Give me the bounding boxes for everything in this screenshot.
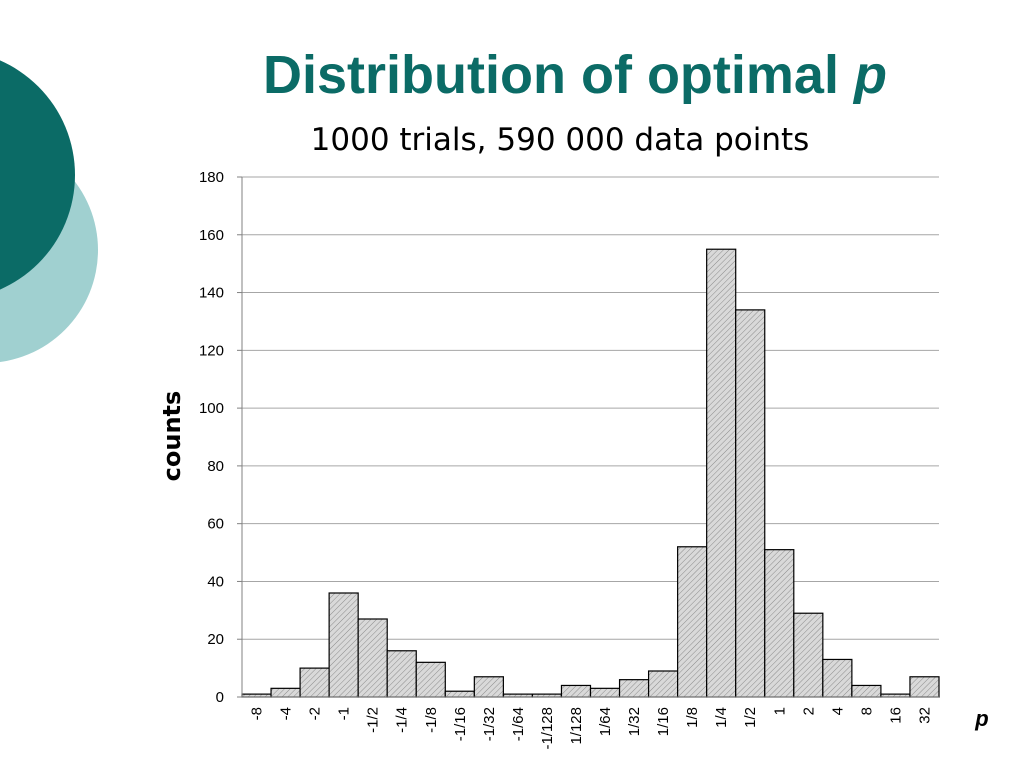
- bar: [415, 661, 446, 698]
- x-tick-label: -1/4: [394, 707, 411, 733]
- x-tick-label: 4: [829, 707, 846, 715]
- x-axis-label: p: [974, 706, 988, 731]
- x-tick-label: -1/2: [365, 707, 382, 733]
- x-tick-label: 1/16: [655, 707, 672, 736]
- bar: [706, 248, 737, 698]
- dark-teal-circle: [0, 60, 75, 290]
- bar: [909, 676, 940, 698]
- y-tick-label: 40: [207, 573, 224, 590]
- x-tick-label: 32: [916, 707, 933, 724]
- x-tick-label: -1/128: [539, 707, 556, 750]
- y-tick-labels: 0 20 40 60 80 100 120 140 160 180: [199, 169, 242, 706]
- bar: [793, 612, 824, 698]
- bar: [270, 687, 301, 698]
- bar: [851, 684, 882, 698]
- y-axis-label: counts: [158, 391, 186, 482]
- x-tick-label: 2: [800, 707, 817, 715]
- x-tick-label: 8: [858, 707, 875, 715]
- x-tick-label: -4: [278, 707, 295, 720]
- x-tick-label: -8: [249, 707, 266, 720]
- axes: [241, 177, 939, 698]
- bar: [328, 592, 359, 698]
- bar: [444, 690, 475, 698]
- x-tick-label: 1/32: [626, 707, 643, 736]
- gridlines: [242, 176, 939, 640]
- x-tick-label: -1/32: [481, 707, 498, 741]
- x-tick-label: -1/64: [510, 707, 527, 741]
- bar: [386, 650, 417, 698]
- x-tick-label: -2: [307, 707, 324, 720]
- x-tick-label: -1: [336, 707, 353, 720]
- x-tick-label: 1/64: [597, 707, 614, 736]
- y-tick-label: 160: [199, 227, 224, 244]
- bar: [764, 549, 795, 698]
- bar: [618, 679, 650, 698]
- y-tick-label: 100: [199, 400, 224, 417]
- bar: [647, 670, 679, 698]
- bars: [241, 248, 940, 698]
- x-tick-label: 1/2: [742, 707, 759, 728]
- x-tick-label: -1/16: [452, 707, 469, 741]
- bar: [735, 309, 766, 698]
- slide-subtitle: 1000 trials, 590 000 data points: [310, 122, 810, 158]
- bar: [357, 618, 388, 698]
- y-tick-label: 0: [216, 689, 224, 706]
- bar: [473, 676, 504, 698]
- x-tick-label: 1/4: [713, 707, 730, 728]
- bar: [589, 687, 621, 698]
- decorative-circles: [0, 60, 98, 362]
- title-variable: p: [853, 45, 887, 105]
- x-tick-label: 1/128: [568, 707, 585, 745]
- y-tick-label: 60: [207, 516, 224, 533]
- y-tick-label: 140: [199, 285, 224, 302]
- bar: [677, 546, 708, 698]
- y-tick-label: 120: [199, 342, 224, 359]
- title-text: Distribution of optimal: [263, 45, 854, 105]
- y-tick-label: 180: [199, 169, 224, 186]
- bar: [299, 667, 330, 698]
- x-tick-label: 16: [887, 707, 904, 724]
- bar: [560, 684, 592, 698]
- y-tick-label: 80: [207, 458, 224, 475]
- bar: [822, 658, 853, 698]
- x-tick-labels: -8 -4 -2 -1 -1/2 -1/4 -1/8 -1/16 -1/32 -1/64 -1/12…: [249, 707, 934, 750]
- slide-title: Distribution of optimal p: [0, 44, 1024, 106]
- x-tick-label: 1/8: [684, 707, 701, 728]
- y-tick-label: 20: [207, 631, 224, 648]
- x-tick-label: 1: [771, 707, 788, 715]
- x-tick-label: -1/8: [423, 707, 440, 733]
